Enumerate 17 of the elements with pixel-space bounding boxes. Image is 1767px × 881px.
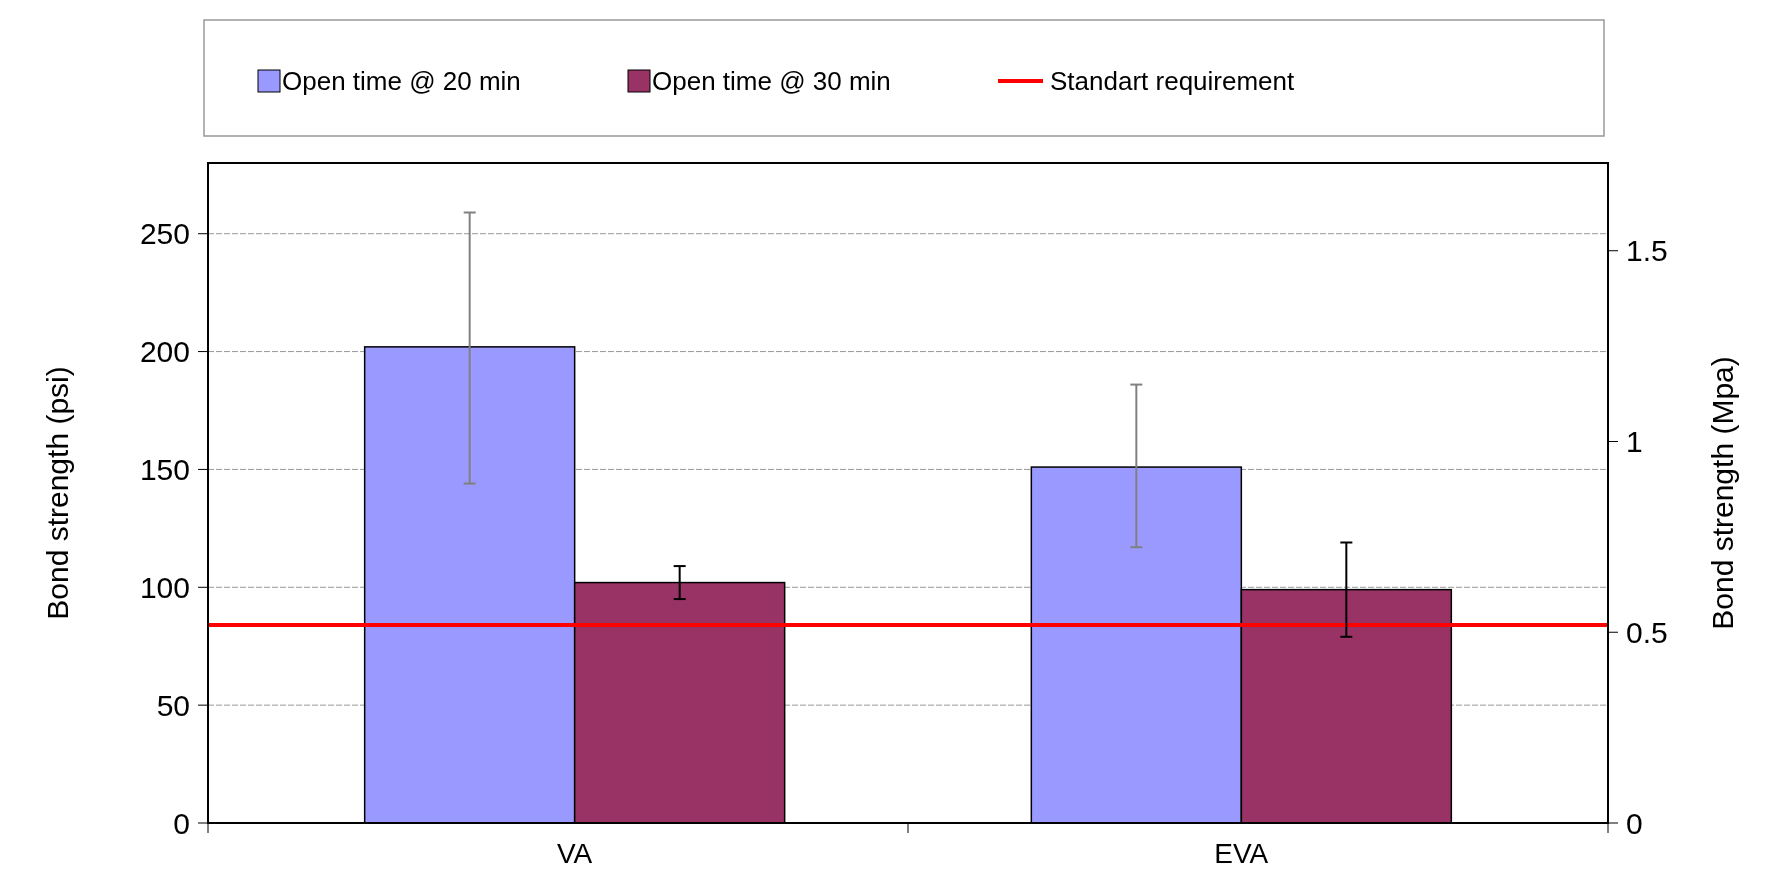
y2-tick-label: 1 [1626, 425, 1643, 458]
legend-label: Open time @ 20 min [282, 66, 521, 96]
y-tick-label: 50 [156, 688, 190, 722]
y2-axis-title: Bond strength (Mpa) [1706, 356, 1739, 630]
y-tick-label: 100 [139, 570, 190, 604]
y2-tick-label: 0.5 [1626, 615, 1668, 649]
y-tick-label: 200 [139, 335, 190, 369]
y-tick-label: 0 [173, 806, 190, 840]
y-tick-label: 150 [139, 452, 190, 486]
y-axis-title: Bond strength (psi) [41, 366, 74, 620]
y2-tick-label: 1.5 [1626, 234, 1668, 268]
legend-label: Standart requirement [1050, 66, 1296, 96]
y-tick-label: 250 [139, 217, 190, 251]
x-tick-label: EVA [1214, 838, 1269, 869]
y2-tick-label: 0 [1626, 806, 1643, 840]
legend-label: Open time @ 30 min [652, 66, 891, 96]
x-tick-label: VA [557, 838, 593, 869]
